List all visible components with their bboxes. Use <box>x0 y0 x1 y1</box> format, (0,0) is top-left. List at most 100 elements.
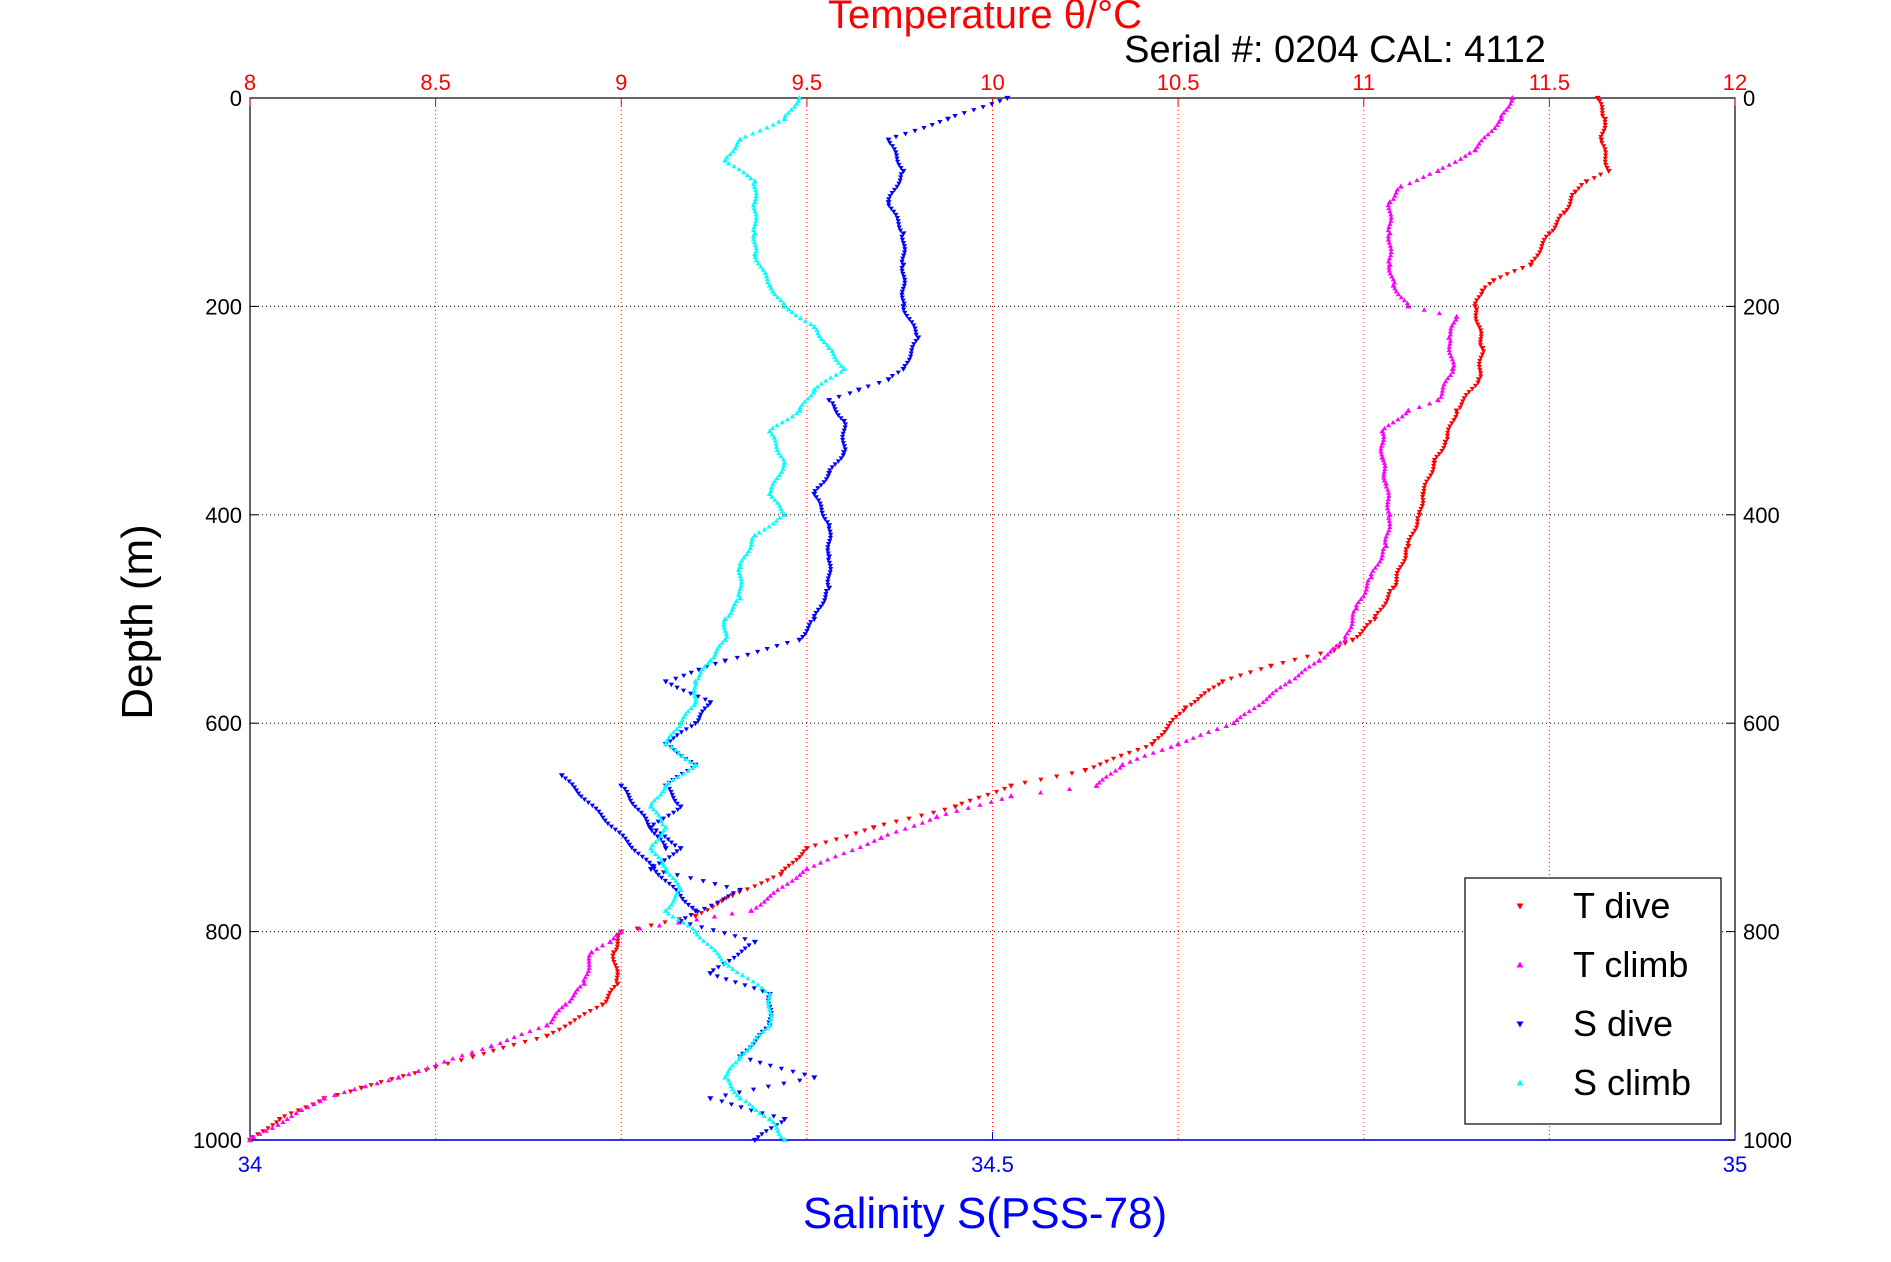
data-point <box>760 1029 766 1034</box>
data-point <box>838 369 844 374</box>
data-point <box>1206 688 1212 693</box>
data-point <box>814 327 820 333</box>
data-point <box>1110 756 1117 762</box>
data-point <box>651 866 657 872</box>
data-point <box>720 897 727 902</box>
data-point <box>1447 329 1454 334</box>
data-point <box>335 1093 341 1098</box>
data-point <box>781 115 788 121</box>
data-point <box>424 1065 431 1070</box>
data-point <box>708 903 714 909</box>
data-point <box>755 261 761 266</box>
data-point <box>751 184 758 190</box>
data-point <box>700 938 707 943</box>
data-point <box>527 1028 533 1034</box>
data-point <box>1383 534 1389 539</box>
data-point <box>772 478 778 484</box>
data-point <box>826 345 833 351</box>
data-point <box>629 845 635 851</box>
data-point <box>900 168 907 174</box>
data-point <box>1450 360 1457 365</box>
data-point <box>897 228 904 233</box>
data-point <box>667 872 673 877</box>
data-point <box>1349 621 1355 627</box>
data-point <box>821 480 827 485</box>
data-point <box>1387 524 1393 530</box>
data-point <box>1380 546 1386 552</box>
data-point <box>878 834 885 840</box>
data-point <box>779 884 786 889</box>
data-point <box>1112 768 1119 773</box>
data-point <box>727 1080 733 1086</box>
data-point <box>976 795 982 801</box>
data-point <box>1382 537 1388 542</box>
data-point <box>1603 150 1609 155</box>
data-point <box>1384 505 1391 511</box>
data-point <box>840 431 846 437</box>
data-point <box>724 1071 730 1077</box>
data-point <box>562 1024 568 1030</box>
data-point <box>907 354 914 360</box>
data-point <box>649 800 655 806</box>
data-point <box>673 887 679 893</box>
data-point <box>662 782 669 788</box>
data-point <box>764 1025 770 1031</box>
data-point <box>1509 98 1515 103</box>
data-point <box>1429 470 1436 475</box>
data-point <box>1578 183 1585 188</box>
data-point <box>899 259 905 265</box>
data-point <box>288 1111 294 1116</box>
data-point <box>1476 295 1482 300</box>
data-point <box>820 514 826 519</box>
data-point <box>677 886 684 893</box>
data-point <box>791 104 797 109</box>
data-point <box>881 822 887 828</box>
data-point <box>899 292 905 298</box>
data-point <box>604 996 611 1002</box>
data-point <box>770 1119 776 1124</box>
data-point <box>733 598 740 603</box>
data-point <box>774 500 781 505</box>
data-point <box>988 799 994 804</box>
data-point <box>618 928 625 934</box>
data-point <box>1507 101 1514 106</box>
data-point <box>1400 562 1406 567</box>
data-point <box>1164 727 1170 732</box>
data-point <box>712 947 718 953</box>
data-point <box>654 795 661 800</box>
data-point <box>737 1095 744 1101</box>
data-point <box>1447 341 1453 346</box>
data-point <box>691 702 697 708</box>
data-point <box>641 813 647 819</box>
data-point <box>751 239 757 245</box>
data-point <box>698 712 704 717</box>
data-point <box>789 413 795 419</box>
data-point <box>832 853 839 859</box>
data-point <box>611 959 617 965</box>
data-point <box>778 506 784 511</box>
data-point <box>739 972 746 978</box>
data-point <box>1165 723 1172 729</box>
data-point <box>1397 183 1404 189</box>
data-point <box>766 428 773 434</box>
data-point <box>893 134 899 140</box>
data-point <box>1556 216 1562 222</box>
data-point <box>1346 627 1352 633</box>
data-point <box>842 447 848 452</box>
data-point <box>750 236 757 242</box>
data-point <box>722 959 729 965</box>
data-point <box>1054 774 1060 779</box>
data-point <box>751 205 757 211</box>
data-point <box>825 579 831 585</box>
data-point <box>577 984 583 989</box>
data-point <box>1473 319 1480 324</box>
data-point <box>944 116 951 122</box>
data-point <box>358 1085 365 1091</box>
data-point <box>1258 667 1264 672</box>
data-point <box>748 175 754 181</box>
data-point <box>582 974 588 980</box>
data-point <box>999 796 1005 801</box>
data-point <box>1446 347 1452 352</box>
data-point <box>827 539 833 544</box>
data-point <box>695 675 702 681</box>
